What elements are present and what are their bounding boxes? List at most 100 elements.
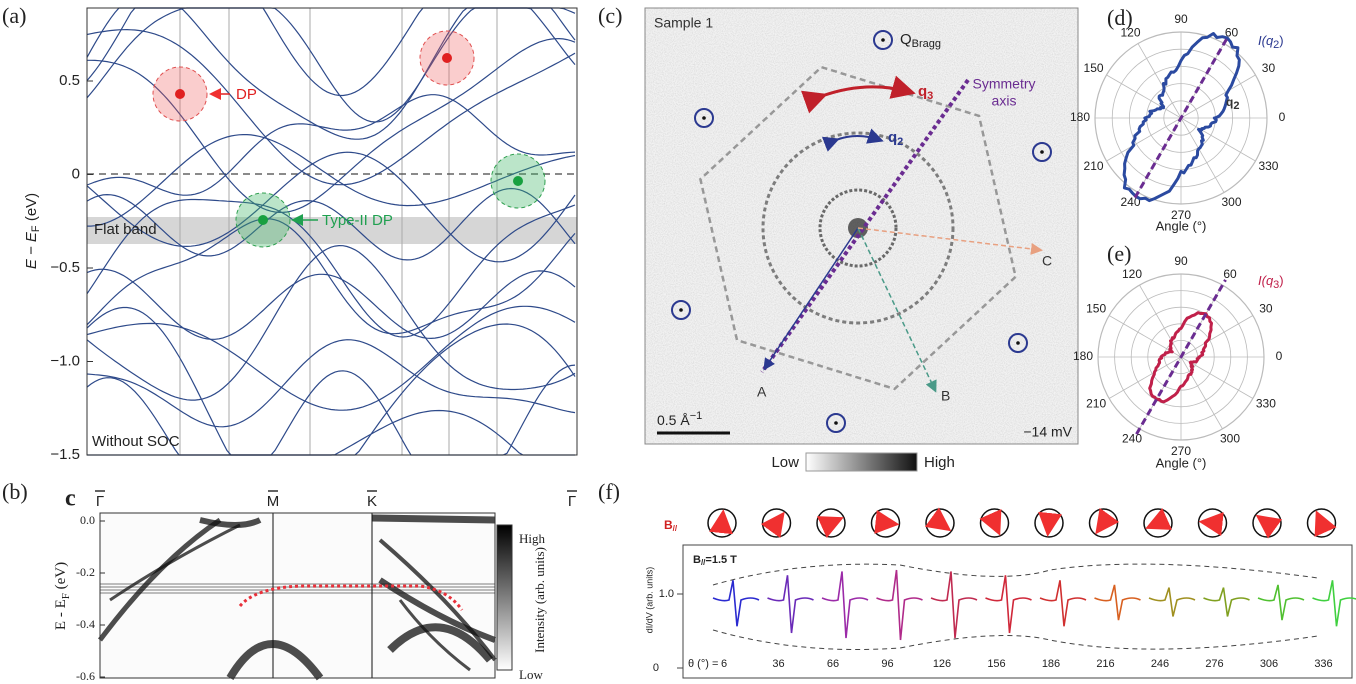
didv-trace: [1094, 584, 1141, 621]
y-tick-label: −0.5: [50, 259, 80, 276]
field-arrow: [1314, 510, 1337, 538]
bragg-dot: [679, 308, 683, 312]
series-label: I(q2): [1258, 33, 1284, 50]
angle-label: 330: [1256, 397, 1276, 411]
theta-value: 246: [1151, 658, 1169, 670]
x-axis-label: Angle (°): [1156, 218, 1207, 233]
annotation: Type-II DP: [322, 212, 393, 229]
dp-point: [175, 89, 185, 99]
theta-value: 306: [1260, 658, 1278, 670]
symmetry-axis: [1135, 279, 1227, 435]
polar-spoke: [1106, 74, 1182, 119]
y-tick-label: 0.0: [80, 513, 95, 527]
label-main: E − E: [23, 231, 40, 269]
angle-label: 60: [1225, 25, 1239, 39]
y-tick-label: 0: [72, 165, 80, 182]
outer-contour: [699, 65, 1017, 391]
field-arrow: [1198, 512, 1224, 536]
theta-value: 36: [772, 658, 784, 670]
polar-spoke: [1180, 117, 1225, 193]
y-tick-label: 1.0: [659, 588, 674, 600]
label-main: I(q: [1258, 33, 1274, 48]
colorbar-low: Low: [771, 454, 799, 471]
label-sub: F: [60, 593, 72, 599]
label-main: B: [693, 554, 701, 566]
field-arrow: [816, 516, 844, 539]
point-label: A: [757, 384, 767, 400]
axes-frame: [86, 7, 578, 456]
intensity-feature: [378, 538, 497, 662]
panel-label: (f): [598, 479, 620, 504]
scale-label: 0.5 Å−1: [657, 410, 702, 428]
intensity-feature: [109, 523, 241, 602]
annotation: Without SOC: [92, 433, 180, 450]
band: [86, 94, 576, 196]
bragg-peak: [1008, 333, 1028, 353]
intensity-feature: [398, 599, 471, 672]
theta-value: 156: [987, 658, 1005, 670]
angle-label: 210: [1084, 159, 1104, 173]
ring: [761, 131, 955, 325]
bragg-peak: [694, 108, 714, 128]
didv-trace: [1203, 587, 1250, 617]
angle-label: 180: [1070, 110, 1090, 124]
label-main: q: [888, 129, 897, 146]
band: [86, 198, 576, 338]
label-rest: =1.5 T: [705, 554, 737, 566]
didv-trace: [985, 575, 1032, 634]
band: [86, 187, 576, 261]
angle-label: 270: [1171, 444, 1191, 458]
angle-label: 90: [1174, 254, 1188, 268]
panel-b: (b) c 0.0 -0.2 -0.4 -0.6 Γ M K Γ High Low Inten…: [2, 479, 577, 683]
k-point-label: K: [367, 493, 377, 510]
angle-label: 270: [1171, 208, 1191, 222]
field-arrow: [1038, 511, 1062, 537]
y-tick-label: -0.6: [76, 669, 95, 683]
polar-spoke: [1108, 356, 1182, 399]
band: [87, 134, 576, 227]
theta-value: 96: [881, 658, 893, 670]
angle-label: 300: [1221, 195, 1241, 209]
band: [86, 151, 576, 263]
intensity-feature: [371, 514, 496, 524]
panel-label: (b): [2, 479, 28, 504]
panel-c: (c) Sample 1 QBragg Symmetry axis q3 q2 …: [598, 3, 1079, 472]
field-arrow: [1095, 507, 1120, 535]
theta-value: 216: [1096, 658, 1114, 670]
polar-spoke: [1180, 315, 1254, 358]
y-tick-label: -0.2: [76, 565, 95, 579]
label-unit: (eV): [23, 193, 40, 226]
ring: [818, 188, 898, 268]
panel-f: (f) B// B//=1.5 T 6 36 66 96 126 156 186 216 246…: [598, 479, 1356, 679]
symmetry-axis: [1133, 37, 1229, 199]
y-tick-label: −1.0: [50, 352, 80, 369]
colorbar-low: Low: [519, 667, 543, 682]
annotation: DP: [236, 86, 257, 103]
label-close: ): [1279, 273, 1283, 288]
label-sub: 3: [1273, 279, 1279, 291]
label-main: q: [918, 83, 927, 100]
panel-a: (a) DP Type-II DP Flat band Without SOC …: [2, 3, 578, 463]
field-arrow: [1145, 507, 1173, 530]
panel-label: (e): [1107, 241, 1131, 266]
didv-trace: [821, 571, 869, 639]
inner-label: q2: [1226, 95, 1239, 112]
label-sub: Bragg: [912, 38, 941, 50]
theta-value: 336: [1314, 658, 1332, 670]
k-point-label: M: [267, 493, 280, 510]
x-axis-label: Angle (°): [1156, 455, 1207, 470]
field-arrow: [760, 511, 785, 539]
didv-trace: [767, 575, 814, 634]
theta-value: 6: [721, 658, 727, 670]
angle-label: 30: [1262, 61, 1276, 75]
label-sub: F: [30, 225, 42, 232]
didv-trace: [712, 580, 760, 627]
polar-spoke: [1139, 284, 1182, 358]
label-sub: 3: [927, 90, 933, 102]
angle-label: 150: [1086, 302, 1106, 316]
field-value: B//=1.5 T: [693, 554, 737, 567]
angle-label: 330: [1258, 159, 1278, 173]
didv-trace: [1312, 580, 1356, 627]
y-tick-label: 0: [653, 662, 659, 674]
